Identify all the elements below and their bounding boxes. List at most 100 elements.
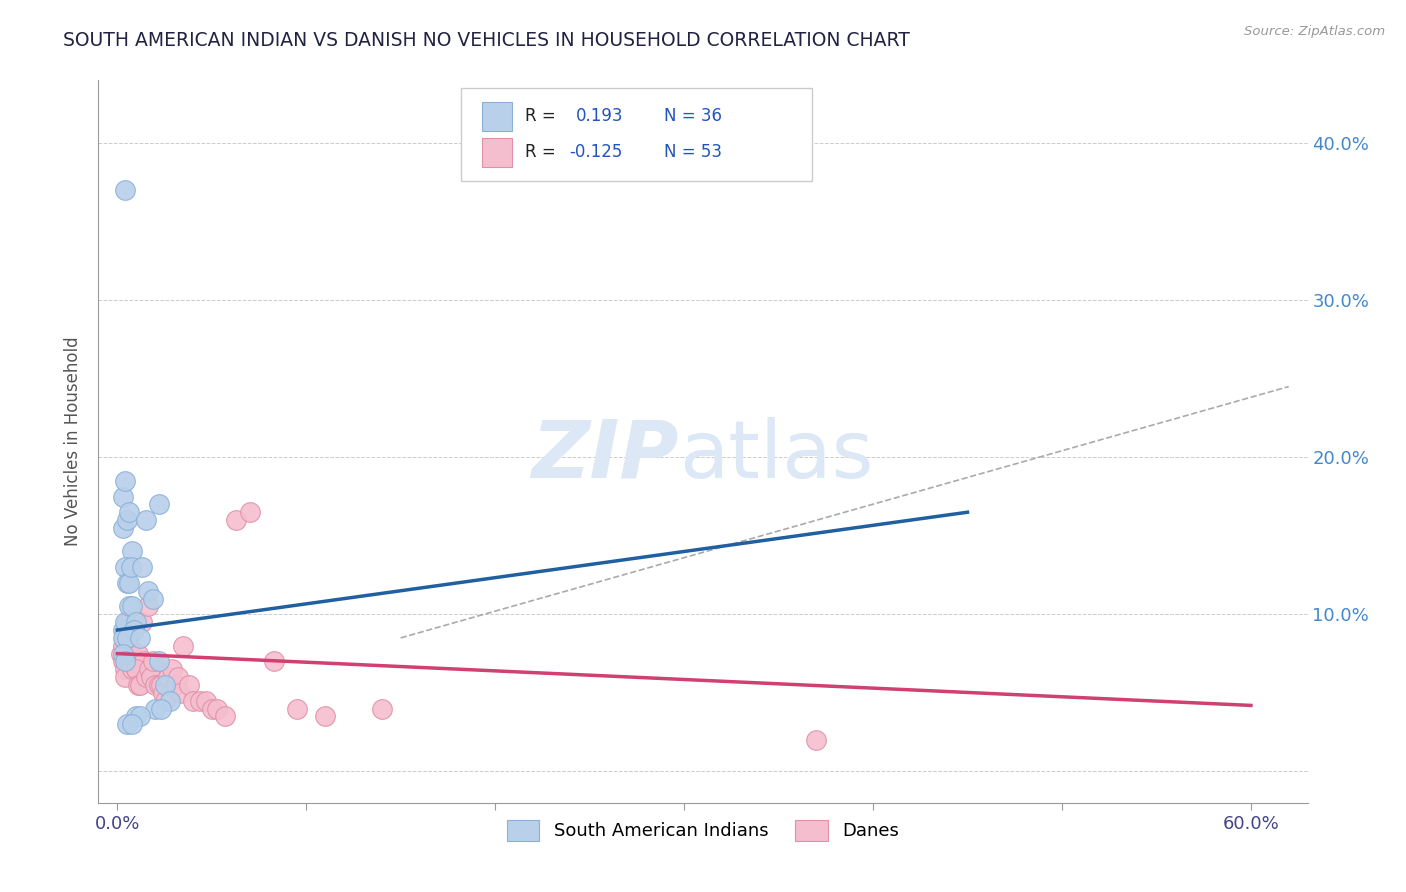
- Point: [314, 709, 336, 723]
- Point: [143, 678, 166, 692]
- Point: [118, 655, 141, 669]
- Point: [111, 639, 134, 653]
- Point: [115, 623, 138, 637]
- Point: [141, 670, 163, 684]
- Point: [285, 701, 308, 715]
- Point: [263, 655, 285, 669]
- Point: [114, 615, 136, 630]
- Point: [239, 505, 262, 519]
- Point: [129, 631, 152, 645]
- Text: R =: R =: [526, 143, 561, 161]
- Point: [114, 631, 136, 645]
- Point: [125, 709, 148, 723]
- FancyBboxPatch shape: [482, 138, 512, 167]
- Point: [190, 694, 212, 708]
- Point: [115, 717, 138, 731]
- Point: [157, 670, 180, 684]
- Point: [129, 709, 152, 723]
- Point: [111, 623, 134, 637]
- Point: [114, 183, 136, 197]
- Text: Source: ZipAtlas.com: Source: ZipAtlas.com: [1244, 25, 1385, 38]
- Point: [114, 670, 136, 684]
- Point: [136, 599, 159, 614]
- Point: [153, 694, 176, 708]
- Point: [124, 655, 146, 669]
- Point: [153, 678, 176, 692]
- Point: [225, 513, 247, 527]
- Point: [118, 599, 141, 614]
- Point: [125, 662, 148, 676]
- Point: [121, 599, 143, 614]
- Point: [214, 709, 236, 723]
- Point: [148, 655, 170, 669]
- Point: [111, 647, 134, 661]
- Text: SOUTH AMERICAN INDIAN VS DANISH NO VEHICLES IN HOUSEHOLD CORRELATION CHART: SOUTH AMERICAN INDIAN VS DANISH NO VEHIC…: [63, 31, 910, 50]
- Point: [110, 647, 132, 661]
- Point: [131, 560, 153, 574]
- Point: [131, 615, 153, 630]
- Point: [120, 647, 142, 661]
- Text: R =: R =: [526, 107, 561, 125]
- Point: [179, 678, 201, 692]
- Point: [806, 733, 828, 747]
- Point: [111, 490, 134, 504]
- Text: N = 53: N = 53: [664, 143, 723, 161]
- Point: [135, 670, 157, 684]
- Point: [148, 678, 170, 692]
- Point: [135, 513, 157, 527]
- Point: [149, 701, 172, 715]
- Point: [115, 575, 138, 590]
- Point: [127, 678, 149, 692]
- Point: [121, 662, 143, 676]
- Point: [125, 662, 148, 676]
- Point: [172, 639, 194, 653]
- Point: [111, 631, 134, 645]
- Text: -0.125: -0.125: [569, 143, 623, 161]
- Point: [121, 717, 143, 731]
- Point: [136, 583, 159, 598]
- Point: [121, 544, 143, 558]
- Point: [115, 647, 138, 661]
- Point: [120, 560, 142, 574]
- Point: [165, 678, 187, 692]
- Point: [114, 655, 136, 669]
- Point: [207, 701, 229, 715]
- Point: [132, 655, 155, 669]
- Point: [118, 639, 141, 653]
- Point: [114, 560, 136, 574]
- Point: [118, 631, 141, 645]
- Point: [169, 686, 191, 700]
- Point: [114, 662, 136, 676]
- Point: [149, 678, 172, 692]
- Point: [141, 670, 163, 684]
- Point: [115, 513, 138, 527]
- Point: [195, 694, 218, 708]
- Point: [160, 662, 183, 676]
- Point: [127, 647, 149, 661]
- Point: [124, 623, 146, 637]
- Point: [148, 497, 170, 511]
- Point: [115, 631, 138, 645]
- Point: [125, 615, 148, 630]
- Text: 0.193: 0.193: [576, 107, 623, 125]
- Point: [159, 694, 181, 708]
- FancyBboxPatch shape: [461, 87, 811, 181]
- Legend: South American Indians, Danes: South American Indians, Danes: [499, 813, 907, 848]
- Point: [181, 694, 204, 708]
- Text: atlas: atlas: [679, 417, 873, 495]
- Point: [115, 615, 138, 630]
- Y-axis label: No Vehicles in Household: No Vehicles in Household: [65, 336, 83, 547]
- Point: [111, 521, 134, 535]
- Point: [129, 678, 152, 692]
- Point: [138, 662, 160, 676]
- Point: [111, 655, 134, 669]
- Point: [142, 655, 165, 669]
- Point: [201, 701, 224, 715]
- Point: [166, 670, 188, 684]
- Text: N = 36: N = 36: [664, 107, 723, 125]
- FancyBboxPatch shape: [482, 102, 512, 131]
- Text: ZIP: ZIP: [531, 417, 679, 495]
- Point: [118, 505, 141, 519]
- Point: [142, 591, 165, 606]
- Point: [143, 701, 166, 715]
